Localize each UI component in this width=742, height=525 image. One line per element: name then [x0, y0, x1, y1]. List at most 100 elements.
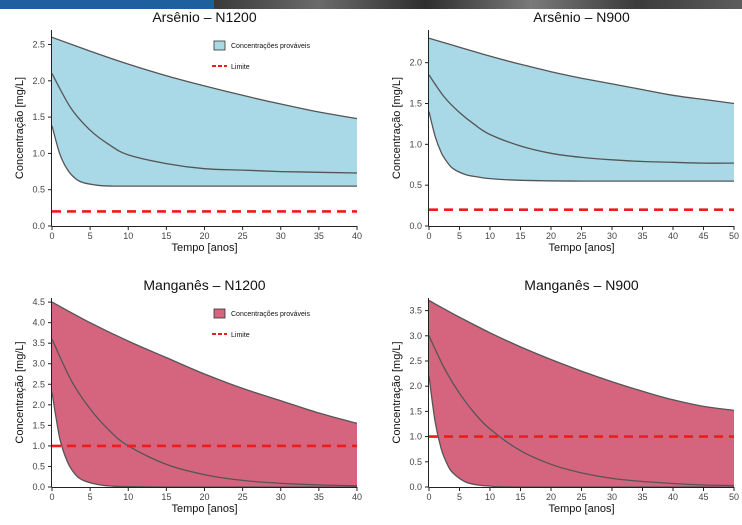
x-tick-label: 5: [88, 231, 93, 241]
y-axis-label: Concentração [mg/L]: [391, 77, 403, 179]
y-tick-label: 0.5: [409, 457, 422, 467]
probable-band-area: [52, 302, 357, 488]
x-tick-label: 50: [729, 492, 739, 502]
y-axis-label: Concentração [mg/L]: [391, 341, 403, 443]
x-tick-label: 0: [426, 492, 431, 502]
x-tick-label: 20: [546, 231, 556, 241]
upper-bound-line: [428, 299, 735, 412]
probable-band-area: [429, 38, 734, 182]
x-tick-label: 5: [457, 492, 462, 502]
lower-bound-line: [51, 125, 357, 187]
y-axis-label: Concentração [mg/L]: [14, 77, 26, 179]
chart-title: Arsênio – N1200: [152, 9, 257, 25]
chart-panel-1: 0 5 10 15 20 25 30 35 40 0.0 0.5 1.0 1.5 2.0 2.5 Arsêni…: [14, 9, 362, 254]
legend: Concentrações prováveis Limite: [212, 40, 310, 71]
x-tick-label: 10: [123, 492, 133, 502]
x-tick-label: 0: [49, 492, 54, 502]
x-tick-label: 25: [238, 231, 248, 241]
y-tick-label: 1.5: [409, 99, 422, 109]
x-axis-label: Tempo [anos]: [548, 503, 614, 515]
chart-title: Manganês – N900: [524, 277, 639, 293]
x-axis-label: Tempo [anos]: [171, 503, 237, 515]
y-tick-label: 1.5: [32, 420, 45, 430]
legend-label: Concentrações prováveis: [231, 311, 310, 318]
y-tick-label: 2.0: [32, 76, 45, 86]
y-tick-label: 1.5: [409, 406, 422, 416]
header-photo-strip: [0, 0, 742, 9]
x-tick-label: 40: [668, 492, 678, 502]
x-tick-label: 40: [352, 492, 362, 502]
x-tick-label: 30: [607, 492, 617, 502]
x-tick-label: 45: [698, 492, 708, 502]
y-tick-label: 1.0: [32, 148, 45, 158]
x-tick-label: 15: [515, 492, 525, 502]
probable-band-area: [429, 300, 734, 488]
y-tick-label: 0.0: [32, 221, 45, 231]
x-axis-label: Tempo [anos]: [548, 242, 614, 254]
legend-swatch: [213, 40, 226, 51]
y-tick-label: 3.0: [409, 331, 422, 341]
y-tick-label: 1.0: [409, 139, 422, 149]
y-tick-label: 1.5: [32, 112, 45, 122]
header-photo: [214, 0, 742, 9]
y-tick-label: 2.0: [32, 400, 45, 410]
x-tick-label: 20: [199, 231, 209, 241]
upper-bound-line: [428, 37, 735, 105]
x-tick-label: 10: [123, 231, 133, 241]
chart-title: Arsênio – N900: [533, 9, 630, 25]
legend-label: Concentrações prováveis: [231, 43, 310, 50]
y-tick-label: 2.5: [32, 40, 45, 50]
x-tick-label: 40: [352, 231, 362, 241]
y-tick-label: 0.5: [32, 185, 45, 195]
x-tick-label: 25: [576, 231, 586, 241]
y-tick-label: 3.5: [32, 338, 45, 348]
upper-bound-line: [51, 36, 358, 120]
x-tick-label: 50: [729, 231, 739, 241]
x-tick-label: 10: [485, 492, 495, 502]
y-tick-label: 2.5: [409, 356, 422, 366]
x-tick-label: 5: [88, 492, 93, 502]
legend-label: Limite: [231, 332, 250, 339]
x-tick-label: 30: [276, 231, 286, 241]
x-tick-label: 5: [457, 231, 462, 241]
y-tick-label: 4.0: [32, 318, 45, 328]
median-line: [51, 338, 358, 487]
x-tick-label: 15: [515, 231, 525, 241]
y-tick-label: 4.5: [32, 297, 45, 307]
x-tick-label: 45: [698, 231, 708, 241]
probable-band-area: [52, 37, 357, 187]
lower-bound-line: [428, 111, 735, 182]
y-tick-label: 3.5: [409, 306, 422, 316]
y-tick-label: 3.0: [32, 359, 45, 369]
y-axis-label: Concentração [mg/L]: [14, 341, 26, 443]
y-tick-label: 0.0: [409, 482, 422, 492]
y-tick-label: 0.0: [32, 482, 45, 492]
x-tick-label: 35: [314, 231, 324, 241]
legend-swatch: [213, 308, 226, 319]
x-tick-label: 0: [49, 231, 54, 241]
chart-title: Manganês – N1200: [143, 277, 265, 293]
y-tick-label: 2.0: [409, 381, 422, 391]
y-tick-label: 2.5: [32, 379, 45, 389]
x-tick-label: 15: [161, 231, 171, 241]
y-tick-label: 1.0: [409, 432, 422, 442]
x-tick-label: 30: [276, 492, 286, 502]
x-tick-label: 40: [668, 231, 678, 241]
chart-panel-4: 0 5 10 15 20 25 30 35 40 45 50 0.0 0.5 1.0 1.5 2.0 2.5 3.…: [391, 277, 739, 515]
header-blue-band: [0, 0, 214, 9]
x-tick-label: 0: [426, 231, 431, 241]
median-line: [428, 74, 735, 164]
y-tick-label: 0.0: [409, 221, 422, 231]
chart-panel-3: 0 5 10 15 20 25 30 35 40 0.0 0.5 1.0 1.5 2.0 2.5 3.0 3.5…: [14, 277, 362, 515]
upper-bound-line: [51, 301, 358, 424]
legend-label: Limite: [231, 64, 250, 71]
chart-panel-2: 0 5 10 15 20 25 30 35 40 45 50 0.0 0.5 1.0 1.5 2.0 Arsên…: [391, 9, 739, 254]
y-tick-label: 2.0: [409, 58, 422, 68]
x-tick-label: 20: [199, 492, 209, 502]
x-axis-label: Tempo [anos]: [171, 242, 237, 254]
x-tick-label: 35: [637, 231, 647, 241]
y-tick-label: 0.5: [409, 180, 422, 190]
x-tick-label: 10: [485, 231, 495, 241]
x-tick-label: 35: [314, 492, 324, 502]
